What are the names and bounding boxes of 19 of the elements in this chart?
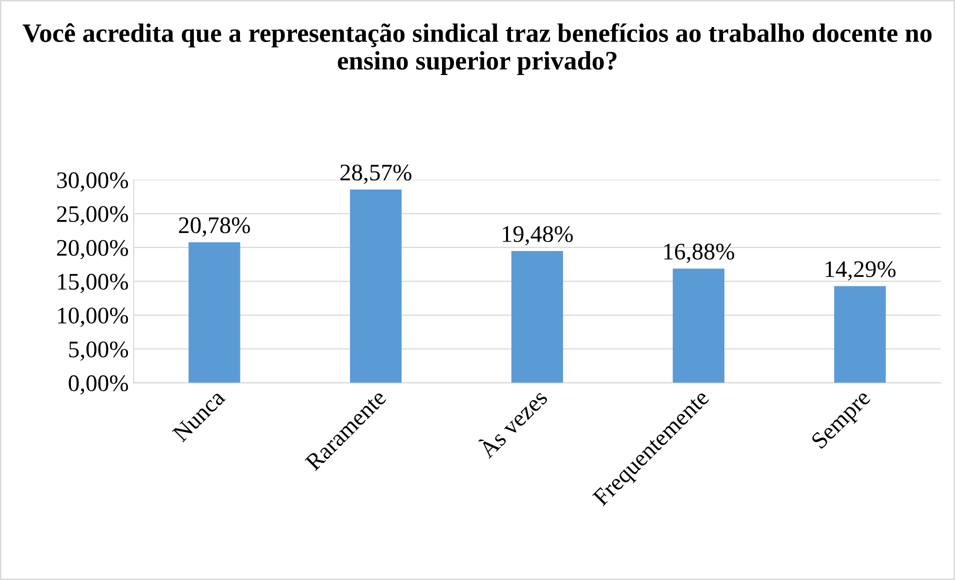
y-tick-label: 20,00% xyxy=(57,240,128,260)
bar xyxy=(834,286,886,383)
data-label: 28,57% xyxy=(340,164,412,184)
bar xyxy=(511,250,564,383)
y-tick-label: 30,00% xyxy=(57,172,128,192)
data-label: 19,48% xyxy=(502,226,573,246)
y-tick-label: 0,00% xyxy=(68,375,128,395)
data-label: 16,88% xyxy=(664,244,734,264)
y-tick-label: 5,00% xyxy=(69,341,128,361)
bar xyxy=(672,268,724,383)
data-label: 20,78% xyxy=(179,217,250,237)
data-label: 14,29% xyxy=(826,261,896,281)
x-tick-label: Às vezes xyxy=(474,386,548,460)
chart-title: Você acredita que a representação sindical traz benefícios ao trabalho docente no ensino superior privado? xyxy=(22,23,932,76)
y-tick-label: 10,00% xyxy=(58,308,128,327)
y-tick-label: 25,00% xyxy=(57,206,128,226)
bar xyxy=(188,242,240,383)
y-tick-label: 15,00% xyxy=(58,274,128,294)
bar xyxy=(350,189,402,383)
